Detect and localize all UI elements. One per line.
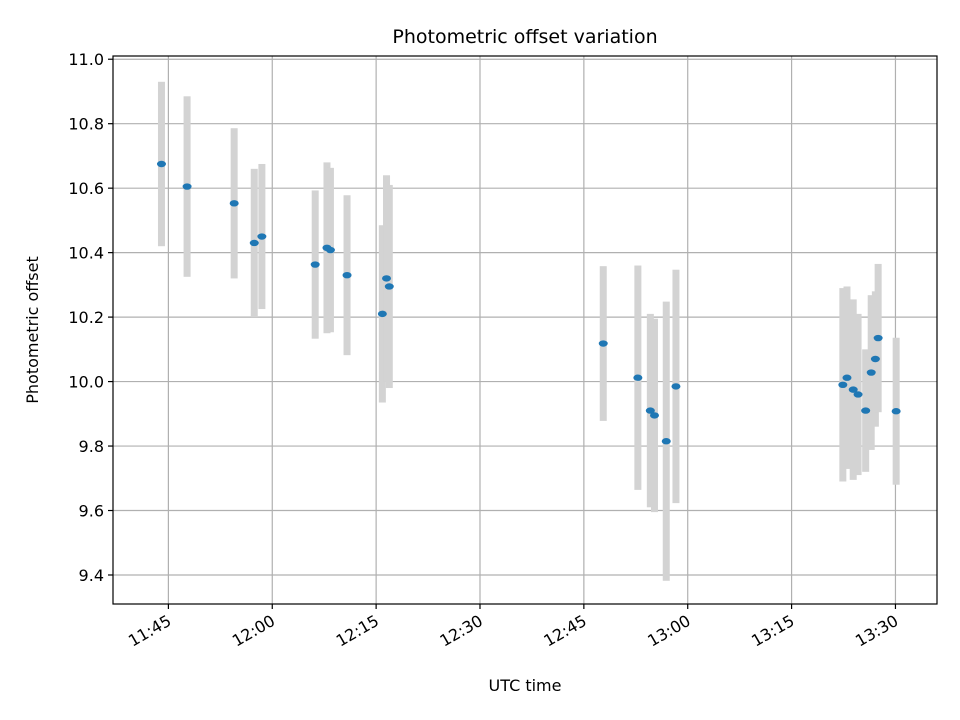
data-point [182, 183, 192, 190]
x-axis-ticks: 11:45 12:00 12:15 12:30 12:45 13:00 13:15 13:30 [125, 604, 901, 651]
y-axis-ticks: 9.4 9.6 9.8 10.0 10.2 10.4 10.6 10.8 11.0 [68, 50, 113, 585]
data-points [156, 160, 901, 445]
y-tick-label: 10.0 [68, 373, 104, 392]
data-point [853, 391, 863, 398]
data-point [229, 200, 239, 207]
data-point [842, 374, 852, 381]
y-tick-label: 10.4 [68, 244, 104, 263]
y-tick-label: 10.6 [68, 179, 104, 198]
x-tick-label: 12:30 [437, 611, 486, 651]
data-point [382, 275, 392, 282]
y-tick-label: 9.8 [79, 437, 104, 456]
x-axis-label: UTC time [489, 676, 562, 695]
x-tick-label: 12:15 [333, 611, 382, 651]
y-tick-label: 10.8 [68, 115, 104, 134]
y-tick-label: 11.0 [68, 50, 104, 69]
x-tick-label: 12:45 [540, 611, 589, 651]
x-tick-label: 13:30 [852, 611, 901, 651]
data-point [645, 407, 655, 414]
data-point [325, 246, 335, 254]
data-point [257, 233, 267, 240]
data-point [649, 412, 659, 419]
plot-area-frame [112, 55, 938, 605]
data-point [838, 381, 848, 388]
x-tick-label: 12:00 [229, 611, 278, 651]
data-point [870, 355, 880, 363]
data-point [249, 239, 259, 247]
data-point [861, 407, 871, 414]
data-point [873, 334, 883, 342]
data-point [156, 160, 166, 168]
data-point [377, 310, 387, 318]
chart-title: Photometric offset variation [392, 26, 657, 48]
x-tick-label: 13:15 [748, 611, 797, 651]
data-point [310, 261, 320, 268]
data-point [384, 283, 394, 290]
data-point [633, 374, 643, 381]
y-tick-label: 9.4 [79, 566, 104, 585]
error-bars [157, 81, 900, 581]
x-tick-label: 13:00 [644, 611, 693, 651]
data-point [891, 408, 901, 415]
grid [113, 56, 937, 604]
y-axis-label: Photometric offset [23, 256, 42, 404]
data-point [866, 369, 876, 376]
y-tick-label: 10.2 [68, 308, 104, 327]
data-point [671, 383, 681, 390]
data-point [848, 386, 858, 393]
data-point [661, 438, 671, 445]
x-tick-label: 11:45 [125, 611, 174, 651]
data-point [342, 272, 352, 279]
data-point [598, 340, 608, 347]
y-tick-label: 9.6 [79, 502, 104, 521]
